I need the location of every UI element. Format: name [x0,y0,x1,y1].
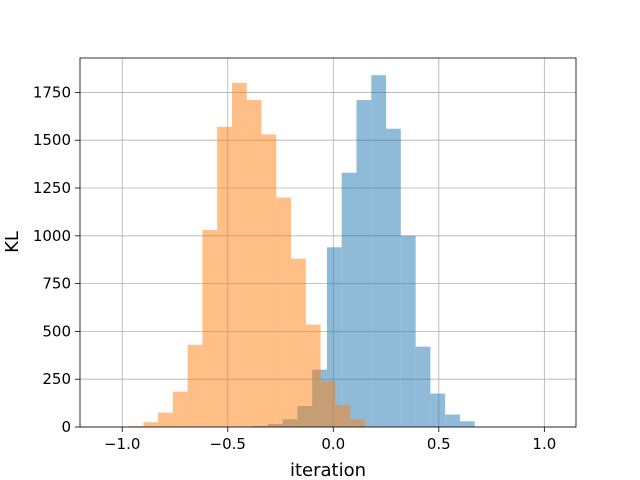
histogram-bar-series-1 [400,235,416,427]
histogram-bar-series-2 [217,126,232,428]
histogram-bar-series-2 [158,412,173,427]
histogram-bar-series-2 [320,381,336,427]
histogram-bar-series-1 [341,172,357,427]
x-tick-label: −1.0 [104,435,140,453]
histogram-bar-series-1 [445,414,460,427]
x-tick-label: −0.5 [210,435,246,453]
y-tick-label: 500 [42,322,71,340]
histogram-bar-series-1 [386,128,401,427]
histogram-bar-series-2 [305,324,321,427]
histogram-bar-series-2 [246,100,262,427]
y-tick-label: 1750 [33,83,71,101]
histogram-bar-series-2 [291,258,306,427]
histogram-bar-series-1 [459,421,475,427]
x-tick-label: 0.5 [427,435,451,453]
histogram-bar-series-1 [430,393,446,427]
histogram-bar-series-2 [335,405,351,427]
x-tick-label: 0.0 [321,435,345,453]
x-axis-label: iteration [290,460,366,480]
y-tick-label: 750 [42,275,71,293]
histogram-bar-series-2 [276,197,292,427]
y-tick-label: 250 [42,370,71,388]
histogram-bar-series-2 [350,419,365,427]
histogram-bar-series-2 [202,230,218,427]
histogram-bar-series-2 [172,391,188,427]
y-axis-label: KL [2,231,23,253]
histogram-bar-series-1 [356,100,372,427]
y-tick-label: 1500 [33,131,71,149]
x-tick-label: 1.0 [532,435,556,453]
histogram-bar-series-1 [371,75,387,428]
histogram-bar-series-2 [128,426,144,427]
axis-ticks: −1.0 −0.5 0.0 0.5 1.0 0 250 500 750 1000 1250 1500 1… [33,83,556,453]
histogram-bar-series-2 [231,82,247,427]
histogram-bars [128,75,475,428]
y-tick-label: 1250 [33,179,71,197]
histogram-bar-series-2 [187,344,203,427]
y-tick-label: 0 [61,418,71,436]
histogram-bar-series-1 [415,346,431,427]
histogram-bar-series-2 [143,422,159,427]
plot-frame [79,57,577,428]
histogram-bar-series-2 [261,134,277,427]
y-tick-label: 1000 [33,227,71,245]
